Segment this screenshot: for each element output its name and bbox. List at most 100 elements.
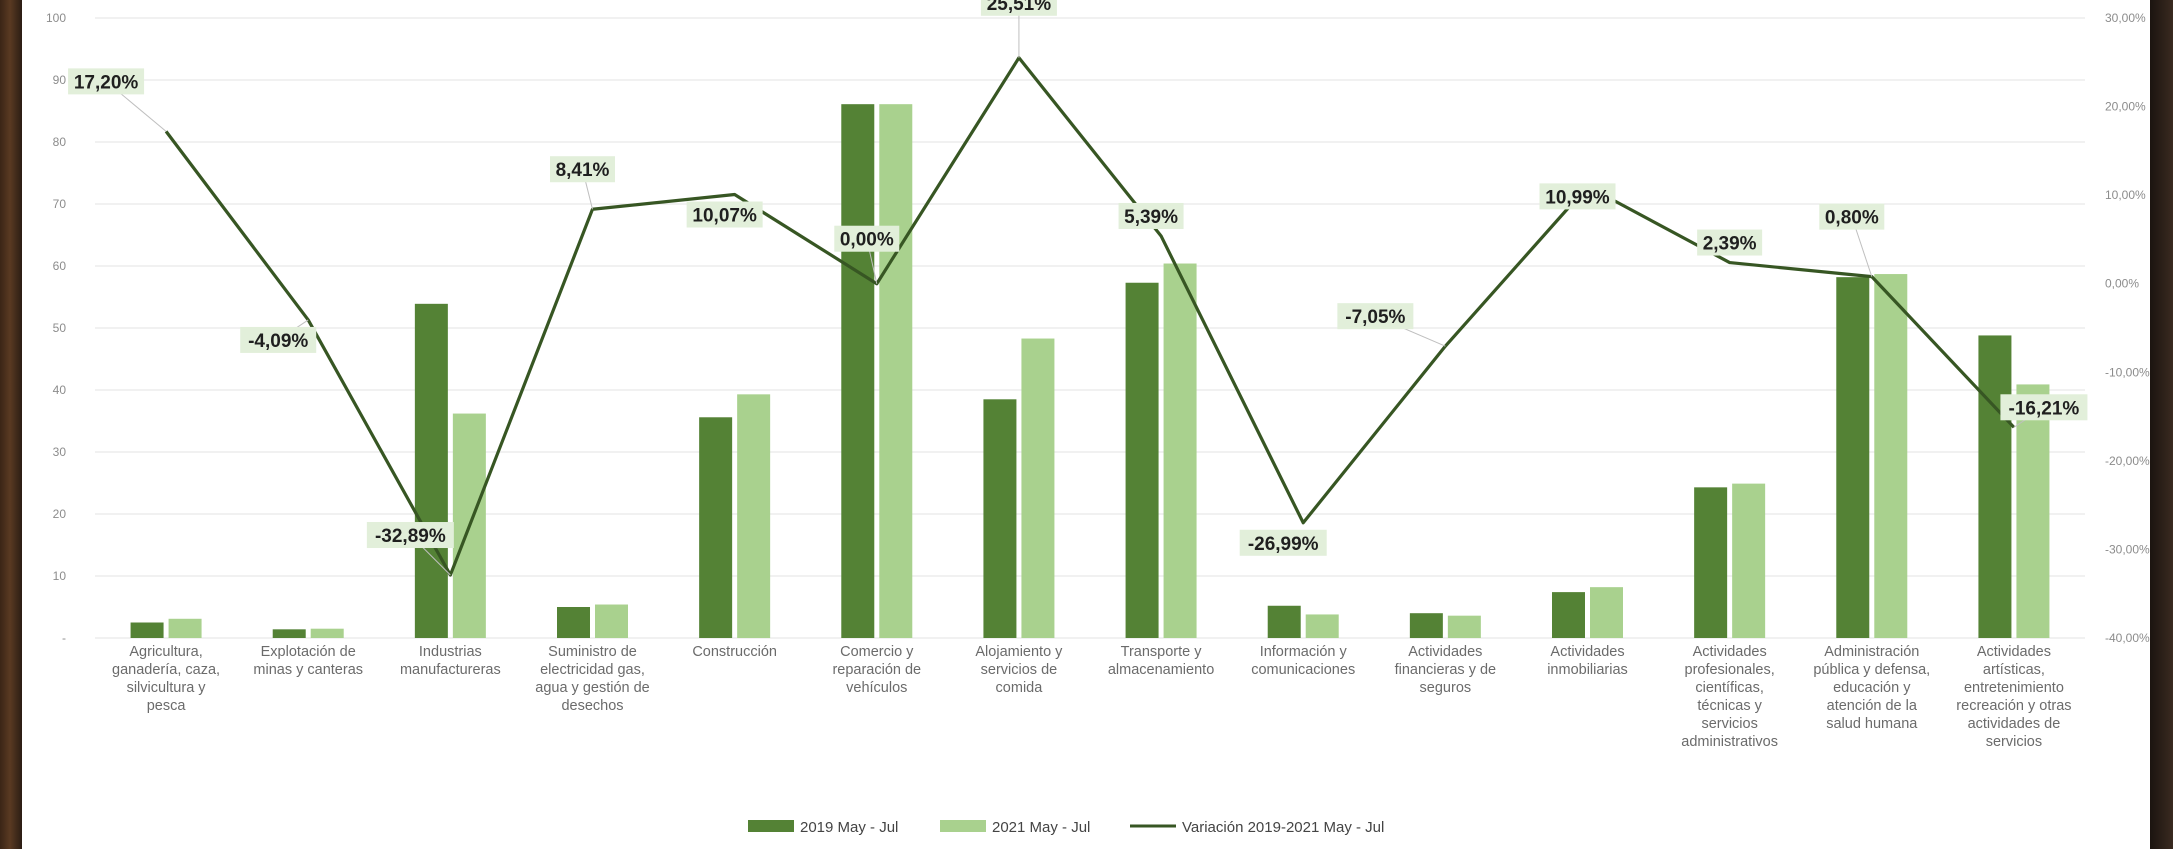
category-label: Actividades — [1550, 644, 1624, 660]
right-tick-label: -30,00% — [2105, 542, 2150, 556]
data-label-box — [366, 522, 454, 549]
bar — [1978, 335, 2012, 638]
category-label: reparación de — [832, 662, 921, 678]
category-label: Información y — [1260, 644, 1348, 660]
category-label: Industrias — [419, 644, 482, 660]
data-label: -26,99% — [1248, 534, 1319, 555]
category-label: Agricultura, — [129, 644, 202, 660]
data-label: -4,09% — [248, 331, 308, 352]
category-label: electricidad gas, — [540, 662, 645, 678]
bar — [1305, 614, 1339, 638]
data-label: 25,51% — [987, 0, 1052, 15]
bar — [168, 618, 202, 638]
category-label: Actividades — [1977, 644, 2051, 660]
data-label-box — [2000, 394, 2088, 421]
category-label: ganadería, caza, — [112, 662, 220, 678]
category-label: científicas, — [1695, 680, 1764, 696]
bar — [699, 417, 733, 638]
bar — [1590, 587, 1623, 638]
category-label: Explotación de — [261, 644, 356, 660]
data-label-box — [1337, 303, 1414, 330]
category-label: comunicaciones — [1251, 662, 1355, 678]
data-label: 17,20% — [74, 72, 139, 93]
category-label: servicios — [1701, 716, 1757, 732]
category-label: artísticas, — [1983, 662, 2045, 678]
category-label: financieras y de — [1395, 662, 1497, 678]
data-label: 5,39% — [1124, 207, 1178, 228]
legend-label: Variación 2019-2021 May - Jul — [1182, 819, 1384, 836]
left-tick-label: 40 — [53, 383, 67, 397]
category-label: Administración — [1824, 644, 1919, 660]
data-label-box — [1697, 229, 1763, 256]
category-label: comida — [996, 680, 1044, 696]
category-label: administrativos — [1681, 734, 1778, 750]
category-label: servicios de — [981, 662, 1058, 678]
category-label: inmobiliarias — [1547, 662, 1628, 678]
category-label: Comercio y — [840, 644, 914, 660]
data-label: 10,07% — [692, 206, 757, 227]
right-tick-label: 0,00% — [2105, 277, 2139, 291]
bar — [1021, 338, 1055, 638]
category-label: profesionales, — [1685, 662, 1775, 678]
data-label-box — [68, 68, 145, 95]
data-label-box — [240, 326, 317, 353]
bar — [2016, 384, 2050, 638]
bar — [557, 607, 590, 638]
category-label: Actividades — [1693, 644, 1767, 660]
category-label: recreación y otras — [1956, 698, 2071, 714]
bar — [1552, 592, 1585, 638]
category-label: agua y gestión de — [535, 680, 649, 696]
left-tick-label: 70 — [53, 197, 67, 211]
bar — [1267, 605, 1301, 638]
bar — [1732, 483, 1766, 638]
data-label-box — [686, 201, 763, 228]
data-label-box — [980, 0, 1057, 16]
bar — [1836, 277, 1870, 638]
right-tick-label: 20,00% — [2105, 100, 2146, 114]
bar — [737, 394, 771, 638]
category-label: salud humana — [1826, 716, 1918, 732]
bar — [841, 104, 875, 639]
bar — [1447, 615, 1481, 638]
left-tick-label: 10 — [53, 569, 67, 583]
data-label-box — [1239, 529, 1327, 556]
bar — [983, 399, 1017, 638]
bar — [879, 104, 913, 639]
left-tick-label: 100 — [46, 11, 66, 25]
right-tick-label: -10,00% — [2105, 365, 2150, 379]
bars — [130, 104, 2050, 639]
category-label: minas y canteras — [253, 662, 363, 678]
bar — [1874, 274, 1908, 638]
category-label: Transporte y — [1121, 644, 1203, 660]
data-label-box — [1118, 202, 1184, 229]
category-label: Construcción — [692, 644, 777, 660]
category-label: atención de la — [1827, 698, 1918, 714]
data-label: -32,89% — [375, 526, 446, 547]
bar — [1125, 282, 1159, 638]
bar — [272, 629, 306, 638]
bar — [1694, 487, 1728, 638]
data-label-box — [834, 225, 900, 252]
data-label: -7,05% — [1345, 307, 1405, 328]
category-label: pública y defensa, — [1813, 662, 1930, 678]
category-label: Actividades — [1408, 644, 1482, 660]
left-tick-label: 60 — [53, 259, 67, 273]
category-label: Suministro de — [548, 644, 637, 660]
bar — [595, 604, 628, 638]
category-label: educación y — [1833, 680, 1911, 696]
data-label: 2,39% — [1703, 234, 1757, 255]
category-label: desechos — [561, 698, 623, 714]
category-label: actividades de — [1968, 716, 2061, 732]
category-label: pesca — [147, 698, 187, 714]
data-label-box — [1539, 183, 1616, 210]
data-label: 10,99% — [1545, 187, 1610, 208]
bar — [1409, 613, 1443, 638]
bar — [1163, 263, 1197, 638]
category-label: entretenimiento — [1964, 680, 2064, 696]
category-label: vehículos — [846, 680, 907, 696]
left-axis-ticks: - 10 20 30 40 50 60 70 80 90 100 — [46, 11, 66, 645]
category-label: manufactureras — [400, 662, 501, 678]
right-tick-label: 10,00% — [2105, 188, 2146, 202]
data-label: 0,80% — [1825, 208, 1879, 229]
legend-label: 2021 May - Jul — [992, 819, 1090, 836]
